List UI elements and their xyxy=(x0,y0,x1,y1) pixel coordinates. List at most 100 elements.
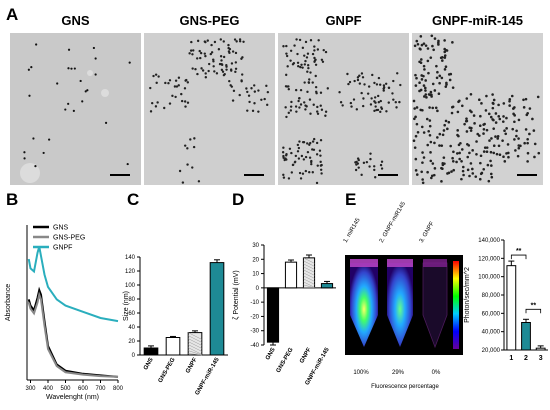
particle xyxy=(465,97,469,100)
particle xyxy=(485,94,488,98)
particle xyxy=(428,124,432,128)
y-axis-label: ζ Potential (mV) xyxy=(233,270,240,319)
tem-image-gnpf-mir145 xyxy=(412,33,543,185)
particle xyxy=(482,167,486,171)
particle xyxy=(297,157,301,160)
x-tick-label: GNS xyxy=(143,357,155,371)
y-tick-label: 30 xyxy=(252,243,259,249)
particle xyxy=(515,134,518,138)
particle xyxy=(303,81,306,84)
particle xyxy=(482,123,485,126)
particle xyxy=(379,99,382,103)
particle xyxy=(299,65,302,69)
particle xyxy=(451,41,454,44)
particle xyxy=(324,114,327,117)
particle xyxy=(206,39,209,42)
hatch xyxy=(188,338,202,346)
particle xyxy=(320,58,324,61)
particle xyxy=(451,86,455,89)
particle xyxy=(505,116,508,120)
particle xyxy=(443,56,447,59)
particle xyxy=(227,46,230,50)
particle xyxy=(418,60,421,64)
particle xyxy=(428,119,432,122)
particle xyxy=(289,105,293,108)
particle xyxy=(420,170,423,174)
tem-title-gns-peg: GNS-PEG xyxy=(179,13,240,28)
particle xyxy=(451,105,455,109)
particle xyxy=(200,67,203,70)
particle xyxy=(497,115,501,118)
particle xyxy=(361,76,365,79)
hatch xyxy=(303,278,315,285)
particle xyxy=(418,81,421,84)
particle xyxy=(504,132,508,136)
panel-label-d: D xyxy=(232,190,245,209)
particle xyxy=(306,150,310,154)
particle xyxy=(456,133,459,137)
hatch xyxy=(303,269,315,276)
particle xyxy=(296,143,300,147)
particle xyxy=(285,73,288,77)
particle xyxy=(341,104,344,107)
particle xyxy=(429,159,433,163)
particle xyxy=(441,59,444,62)
particle xyxy=(296,150,300,153)
particle xyxy=(379,163,383,167)
particle xyxy=(311,81,314,84)
particle xyxy=(533,155,536,159)
particle xyxy=(295,110,298,113)
particle xyxy=(374,101,377,104)
particle xyxy=(422,131,426,134)
particle xyxy=(427,129,430,133)
particle xyxy=(471,149,474,152)
particle xyxy=(154,73,158,76)
particle xyxy=(311,140,315,143)
particle xyxy=(315,181,319,185)
particle xyxy=(186,81,190,84)
particle xyxy=(315,91,318,95)
particle xyxy=(502,102,506,105)
y-tick-label: 80,000 xyxy=(482,293,501,299)
particle xyxy=(415,122,419,126)
particle xyxy=(149,110,153,113)
y-tick-label: 40 xyxy=(128,325,135,331)
particle xyxy=(299,88,303,92)
particle xyxy=(298,140,301,143)
particle xyxy=(363,83,366,86)
y-tick-label: 100 xyxy=(125,283,136,289)
particle xyxy=(238,38,242,41)
particle xyxy=(154,105,158,108)
particle xyxy=(438,132,442,136)
particle xyxy=(79,79,82,83)
particle xyxy=(357,158,360,162)
tube-3 xyxy=(422,262,448,349)
particle xyxy=(494,135,497,138)
tube-1 xyxy=(350,263,378,347)
particle xyxy=(398,100,401,104)
particle xyxy=(186,147,189,150)
particle xyxy=(426,59,430,63)
particle xyxy=(414,134,418,138)
particle xyxy=(234,61,238,64)
particle xyxy=(242,40,245,44)
particle xyxy=(298,171,302,175)
particle xyxy=(94,57,97,60)
particle xyxy=(94,73,97,76)
particle xyxy=(373,165,376,168)
particle xyxy=(441,133,445,137)
particle xyxy=(442,129,446,132)
particle xyxy=(309,112,312,115)
particle xyxy=(360,91,363,95)
particle xyxy=(452,150,455,154)
particle xyxy=(23,151,26,154)
particle xyxy=(313,60,316,63)
particle xyxy=(447,120,451,124)
particle xyxy=(392,98,395,101)
particle xyxy=(515,129,518,133)
particle xyxy=(173,85,177,88)
particle xyxy=(380,160,384,163)
particle xyxy=(285,154,288,157)
hatch xyxy=(188,335,202,343)
